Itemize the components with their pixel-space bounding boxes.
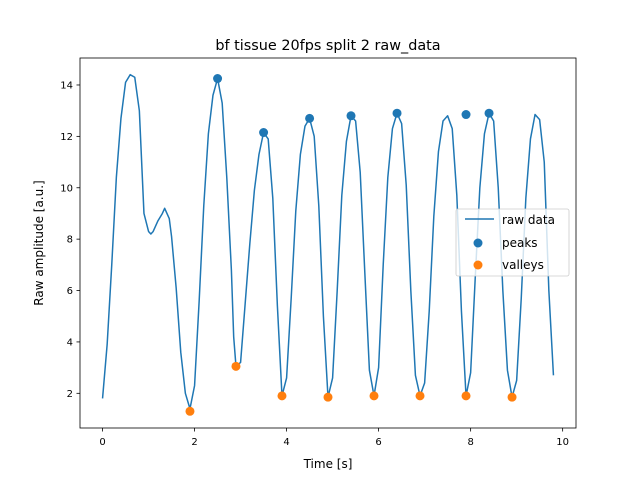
valley-marker-1 (231, 361, 241, 371)
peak-marker-2 (305, 113, 315, 123)
peak-marker-6 (484, 108, 494, 118)
y-tick-label: 8 (67, 235, 73, 246)
y-tick-label: 10 (60, 183, 73, 194)
legend-label-raw-data: raw data (502, 213, 555, 227)
peak-marker-4 (392, 108, 402, 118)
x-tick-label: 6 (375, 437, 381, 448)
x-tick-label: 2 (191, 437, 197, 448)
y-tick-label: 4 (67, 337, 73, 348)
valley-marker-3 (323, 392, 333, 402)
y-axis-label: Raw amplitude [a.u.] (32, 180, 46, 305)
valley-marker-6 (461, 391, 471, 401)
legend-label-peaks: peaks (502, 236, 538, 250)
legend-peaks-swatch (473, 238, 483, 248)
peak-marker-3 (346, 111, 356, 121)
x-tick-label: 10 (556, 437, 569, 448)
plot-frame (79, 57, 577, 429)
y-tick-label: 2 (67, 389, 73, 400)
y-tick-label: 12 (60, 132, 73, 143)
y-tick-label: 6 (67, 286, 73, 297)
x-tick-label: 4 (283, 437, 289, 448)
valley-marker-4 (369, 391, 379, 401)
valley-marker-7 (507, 392, 517, 402)
valley-marker-5 (415, 391, 425, 401)
x-tick-label: 0 (99, 437, 105, 448)
legend-box (455, 208, 570, 277)
valley-marker-2 (277, 391, 287, 401)
legend: raw data peaks valleys (455, 208, 570, 277)
axis-ticks: 0 2 4 6 8 10 2 4 6 8 10 12 14 (60, 80, 569, 448)
chart-title: bf tissue 20fps split 2 raw_data (215, 38, 440, 54)
x-tick-label: 8 (467, 437, 473, 448)
legend-label-valleys: valleys (502, 258, 544, 272)
peak-marker-5 (461, 110, 471, 120)
peak-marker-0 (213, 74, 223, 84)
peak-marker-1 (259, 128, 269, 138)
valley-marker-0 (185, 406, 195, 416)
y-tick-label: 14 (60, 80, 73, 91)
legend-valleys-swatch (473, 260, 483, 270)
x-axis-label: Time [s] (303, 457, 353, 471)
